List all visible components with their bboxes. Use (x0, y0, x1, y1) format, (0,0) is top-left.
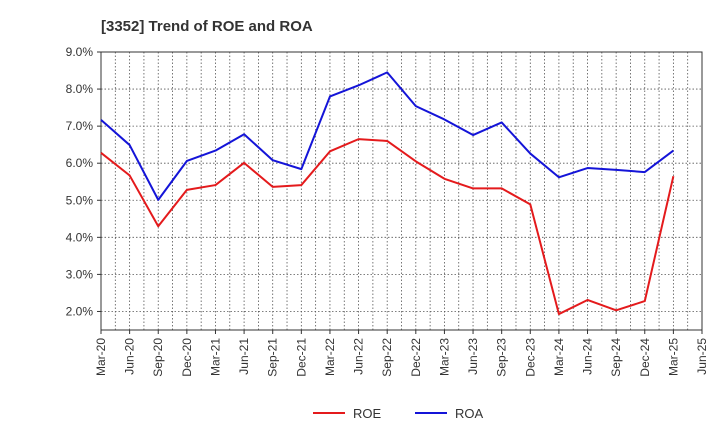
x-tick-label: Sep-22 (380, 338, 394, 377)
x-tick-label: Mar-20 (94, 338, 108, 376)
y-tick-label: 5.0% (66, 193, 94, 207)
x-tick-label: Mar-25 (666, 338, 680, 376)
plot-border (100, 51, 703, 331)
x-tick-label: Jun-25 (695, 338, 709, 375)
x-tick-label: Dec-22 (409, 338, 423, 377)
x-tick-label: Sep-20 (151, 338, 165, 377)
plot-background (101, 52, 702, 330)
x-tick-label: Dec-23 (523, 338, 537, 377)
x-tick-label: Jun-23 (466, 338, 480, 375)
legend-label-roe: ROE (353, 406, 382, 421)
y-tick-label: 6.0% (66, 156, 94, 170)
legend-label-roa: ROA (455, 406, 484, 421)
y-tick-label: 8.0% (66, 82, 94, 96)
x-tick-label: Sep-23 (495, 338, 509, 377)
y-tick-label: 4.0% (66, 230, 94, 244)
y-tick-label: 7.0% (66, 119, 94, 133)
y-tick-label: 9.0% (66, 45, 94, 59)
x-tick-label: Mar-23 (437, 338, 451, 376)
x-tick-label: Mar-22 (323, 338, 337, 376)
x-tick-label: Mar-24 (552, 338, 566, 376)
x-tick-label: Jun-24 (581, 338, 595, 375)
x-tick-label: Dec-24 (638, 338, 652, 377)
x-tick-label: Jun-21 (237, 338, 251, 375)
x-tick-label: Jun-20 (123, 338, 137, 375)
legend: ROE ROA (313, 406, 484, 421)
x-tick-label: Dec-21 (294, 338, 308, 377)
x-tick-label: Sep-24 (609, 338, 623, 377)
series-line-roe (100, 138, 675, 316)
x-tick-label: Jun-22 (352, 338, 366, 375)
plot-area: 2.0% 3.0% 4.0% 5.0% 6.0% 7.0% 8.0% 9.0% Mar-20 Ju… (66, 45, 709, 377)
x-tick-label: Dec-20 (180, 338, 194, 377)
series-line-roa (100, 71, 674, 201)
x-tick-label: Sep-21 (266, 338, 280, 377)
x-tick-label: Mar-21 (208, 338, 222, 376)
chart-title: [3352] Trend of ROE and ROA (101, 18, 313, 35)
y-tick-label: 2.0% (66, 304, 94, 318)
y-tick-label: 3.0% (66, 267, 94, 281)
